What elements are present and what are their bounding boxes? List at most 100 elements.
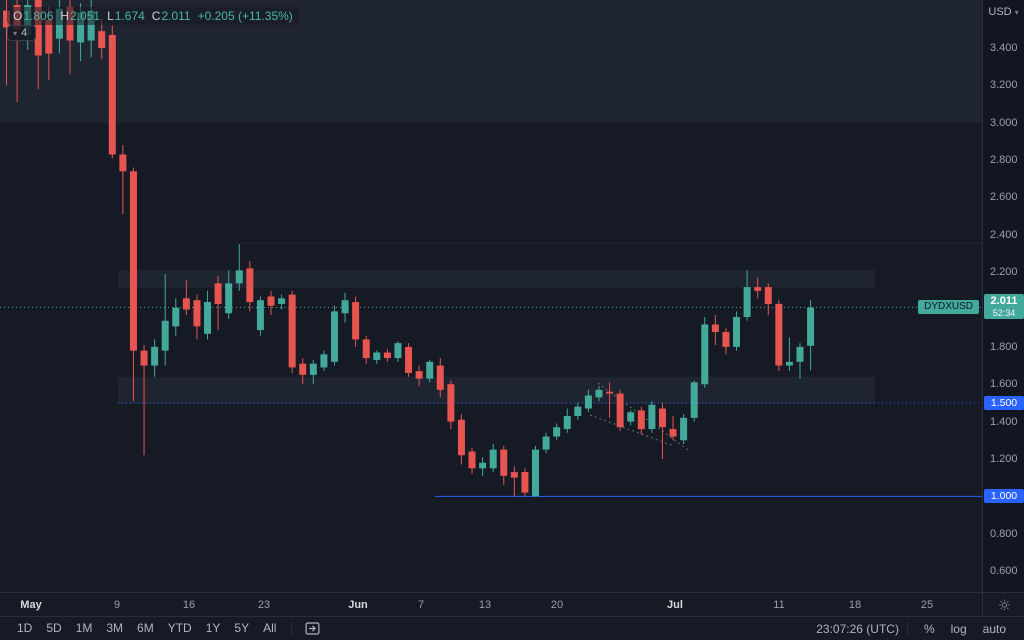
candle-body xyxy=(690,382,698,418)
interval-value: 4 xyxy=(21,27,28,39)
candle-body xyxy=(394,343,402,359)
range-button-1y[interactable]: 1Y xyxy=(205,621,221,635)
time-tick-label: Jun xyxy=(348,598,368,611)
range-button-6m[interactable]: 6M xyxy=(137,621,154,635)
last-price-value: 2.011 xyxy=(990,295,1018,308)
time-tick-label: 16 xyxy=(182,598,196,611)
time-tick-label: 20 xyxy=(550,598,564,611)
candlestick-chart[interactable] xyxy=(0,0,982,592)
candle-body xyxy=(87,10,95,41)
price-tick-label: 2.800 xyxy=(990,154,1018,167)
price-axis[interactable]: USD ▾ 2.011 52:34 3.400 3.200 3.000 2.800 2.… xyxy=(982,0,1024,592)
ohlc-pair: L 1.674 xyxy=(107,9,145,23)
range-button-all[interactable]: All xyxy=(263,621,277,635)
range-button-5d[interactable]: 5D xyxy=(46,621,62,635)
range-button-1m[interactable]: 1M xyxy=(75,621,93,635)
candle-body xyxy=(278,298,286,304)
candle-body xyxy=(3,10,10,28)
candle-body xyxy=(711,324,719,332)
gear-icon[interactable] xyxy=(998,598,1011,611)
candle-body xyxy=(415,371,423,379)
chevron-down-icon: ▾ xyxy=(13,28,18,38)
candle-body xyxy=(669,429,677,437)
candle-body xyxy=(521,472,529,493)
price-tick-label: 0.800 xyxy=(990,527,1018,540)
axis-separator xyxy=(982,0,983,616)
candle-body xyxy=(637,410,645,430)
price-zone xyxy=(118,376,875,405)
range-button-1d[interactable]: 1D xyxy=(17,621,33,635)
candle-body xyxy=(45,19,53,54)
time-axis[interactable]: May 9 16 23 Jun 7 13 20 Jul 11 18 25 xyxy=(0,592,1024,616)
ohlc-info-bar: O 1.806 H 2.051 L 1.674 C 2.011 +0.205 (+11.35%… xyxy=(7,7,299,25)
candle-body xyxy=(574,406,582,416)
candle-body xyxy=(701,324,709,385)
time-tick-label: Jul xyxy=(667,598,683,611)
price-tick-label: 1.200 xyxy=(990,452,1018,465)
candle-body xyxy=(204,302,212,334)
candle-body xyxy=(362,339,370,359)
range-button-ytd[interactable]: YTD xyxy=(167,621,192,635)
candle-body xyxy=(510,472,518,478)
ohlc-pair: C 2.011 xyxy=(151,9,191,23)
candle-body xyxy=(595,389,603,398)
divider xyxy=(291,621,293,636)
price-tick-label: 1.800 xyxy=(990,340,1018,353)
candle-body xyxy=(373,352,381,360)
time-tick-label: 18 xyxy=(848,598,862,611)
candle-body xyxy=(34,0,42,56)
price-tick-label: 2.200 xyxy=(990,266,1018,279)
last-price-badge: 2.011 52:34 xyxy=(984,294,1024,320)
candle-body xyxy=(98,31,106,48)
candle-body xyxy=(193,300,201,327)
candle-body xyxy=(436,365,444,390)
candle-body xyxy=(680,417,688,441)
chart-pane[interactable]: O 1.806 H 2.051 L 1.674 C 2.011 +0.205 (+11.35%… xyxy=(0,0,982,592)
candle-body xyxy=(330,311,338,362)
candle-body xyxy=(468,451,476,469)
candle-body xyxy=(532,449,539,497)
currency-label: USD xyxy=(988,6,1012,18)
scale-button-log[interactable]: log xyxy=(950,621,967,636)
candle-body xyxy=(151,346,159,366)
currency-dropdown[interactable]: USD ▾ xyxy=(983,6,1024,18)
ohlc-pair: O 1.806 xyxy=(13,9,54,23)
candle-body xyxy=(225,283,233,314)
candle-body xyxy=(309,363,317,375)
level-price-badge: 1.000 xyxy=(984,489,1024,504)
price-tick-label: 2.600 xyxy=(990,191,1018,204)
candle-body xyxy=(119,154,127,172)
price-zone xyxy=(118,270,875,289)
range-button-5y[interactable]: 5Y xyxy=(234,621,250,635)
candle-body xyxy=(299,363,307,375)
price-tick-label: 1.600 xyxy=(990,378,1018,391)
candle-body xyxy=(542,436,550,450)
candle-body xyxy=(807,307,815,346)
candle-body xyxy=(267,296,275,306)
interval-dropdown[interactable]: ▾ 4 xyxy=(7,25,37,41)
candle-body xyxy=(447,384,455,422)
price-tick-label: 3.200 xyxy=(990,79,1018,92)
candle-body xyxy=(77,12,85,43)
candle-body xyxy=(288,294,296,368)
candle-body xyxy=(785,361,793,366)
candle-body xyxy=(563,415,571,430)
candle-body xyxy=(214,283,222,304)
scale-button-auto[interactable]: auto xyxy=(982,621,1006,636)
price-tick-label: 0.600 xyxy=(990,565,1018,578)
candle-body xyxy=(352,302,360,340)
time-tick-label: 25 xyxy=(920,598,934,611)
go-to-date-icon[interactable] xyxy=(300,620,325,637)
scale-button-percent[interactable]: % xyxy=(923,621,935,636)
price-tick-label: 2.400 xyxy=(990,228,1018,241)
price-tick-label: 3.400 xyxy=(990,42,1018,54)
range-button-3m[interactable]: 3M xyxy=(106,621,124,635)
candle-body xyxy=(426,361,434,379)
bottom-toolbar: 1D 5D 1M 3M 6M YTD 1Y 5Y All 23:07:26 (UTC) % log… xyxy=(0,616,1024,640)
price-tick-label: 1.400 xyxy=(990,415,1018,428)
candle-body xyxy=(457,419,465,456)
candle-body xyxy=(733,316,741,347)
clock: 23:07:26 (UTC) xyxy=(816,621,899,636)
bar-countdown: 52:34 xyxy=(992,308,1016,319)
candle-body xyxy=(722,331,730,347)
